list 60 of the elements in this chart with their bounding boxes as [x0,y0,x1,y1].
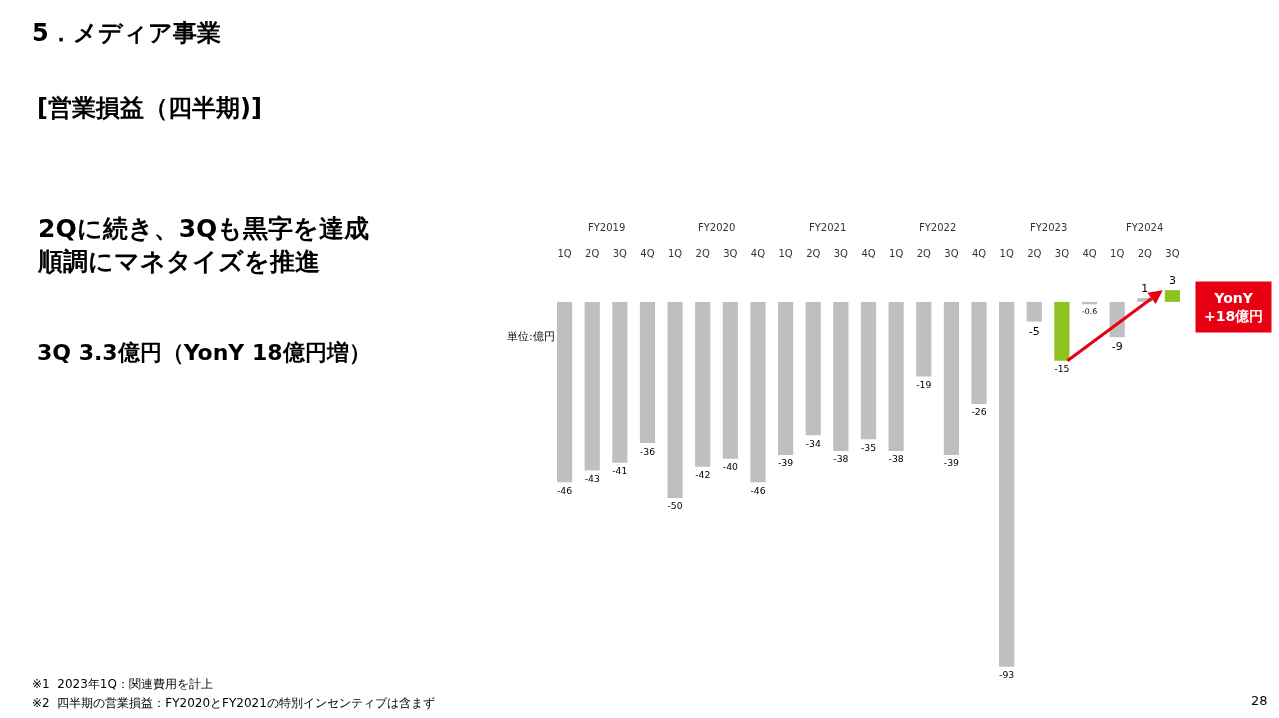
x-tick-label: 1Q [778,248,793,259]
x-tick-label: 4Q [750,248,766,259]
text: FY2021 [809,222,847,233]
annotation: 単位:億円 [507,330,555,343]
data-label: -93 [999,669,1015,681]
data-label: -46 [750,484,766,496]
x-tick-label: 2Q [916,248,932,259]
x-tick-label: 3Q [833,248,849,259]
x-tick-label: 4Q [861,248,876,259]
data-label: 1 [1141,281,1149,295]
text: 2Qに続き、3Qも黒字を達成順調にマネタイズを推進 [37,214,370,276]
data-label: -46 [556,484,573,496]
text: FY2020 [698,222,736,233]
data-label: -34 [805,437,821,449]
x-tick-label: 2Q [695,248,710,259]
text: ※1 2023年1Q：関連費用を計上 [32,677,213,691]
data-label: -38 [833,453,849,465]
data-label: -39 [778,457,794,469]
data-label: -19 [916,378,932,390]
data-label: -15 [1054,363,1070,375]
text: FY2024 [1126,222,1164,233]
text: [営業損益（四半期)] [37,94,262,122]
x-tick-label: 4Q [971,248,987,259]
text: FY2022 [919,222,957,233]
text: 3Q 3.3億円（YonY 18億円増） [37,340,371,365]
text: YonY +18億円 [1204,290,1264,325]
data-label: 3 [1168,274,1176,288]
x-tick-label: 2Q [1027,248,1042,259]
text: FY2019 [588,222,626,233]
x-tick-label: 1Q [1110,248,1125,259]
data-label: -5 [1028,324,1040,338]
x-tick-label: 3Q [944,248,959,259]
x-tick-label: 1Q [667,248,683,259]
data-label: -36 [639,445,656,457]
x-tick-label: 4Q [1082,248,1097,259]
text: ※2 四半期の営業損益：FY2020とFY2021の特別インセンティブは含まず [32,696,435,710]
x-tick-label: 3Q [1165,248,1180,259]
data-label: -9 [1111,340,1123,354]
x-tick-label: 3Q [612,248,628,259]
data-label: -35 [860,441,877,453]
x-tick-label: 2Q [585,248,600,259]
x-tick-label: 3Q [1054,248,1070,259]
x-tick-label: 2Q [1137,248,1153,259]
text: FY2023 [1030,222,1068,233]
text: 5．メディア事業 [31,18,221,47]
data-label: -40 [722,461,739,473]
data-label: -38 [888,453,904,465]
data-label: -39 [943,457,960,469]
text: 28 [1251,693,1268,708]
x-tick-label: 1Q [889,248,904,259]
x-tick-label: 2Q [806,248,821,259]
x-tick-label: 3Q [723,248,738,259]
data-label: -42 [695,469,711,481]
x-tick-label: 1Q [557,248,572,259]
data-label: -26 [971,406,987,418]
x-tick-label: 4Q [640,248,655,259]
data-label: -41 [612,465,628,477]
data-label: -50 [667,500,683,512]
x-tick-label: 1Q [999,248,1014,259]
data-label: -43 [584,473,600,485]
